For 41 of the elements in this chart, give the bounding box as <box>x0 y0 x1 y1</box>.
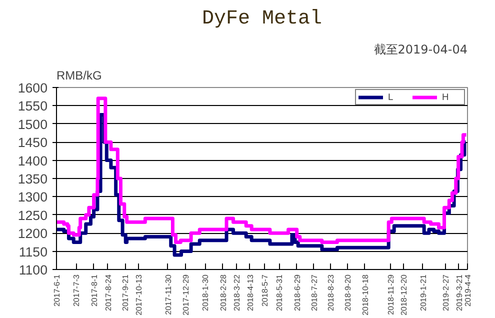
y-tick-label: 1500 <box>18 116 48 132</box>
y-axis-title: RMB/kG <box>56 68 102 82</box>
y-tick-label: 1450 <box>18 135 48 150</box>
x-tick-label: 2018-10-18 <box>360 274 370 316</box>
y-tick-label: 1550 <box>18 98 48 114</box>
legend-label: L <box>388 92 394 102</box>
legend-label: H <box>442 92 450 102</box>
x-tick-label: 2018-5-7 <box>260 274 270 307</box>
x-tick-label: 2018-2-28 <box>218 274 228 311</box>
x-tick-label: 2017-10-13 <box>134 274 144 316</box>
y-tick-label: 1200 <box>18 226 48 242</box>
y-tick-label: 1250 <box>18 208 48 223</box>
x-tick-label: 2018-11-29 <box>386 274 396 315</box>
y-tick-label: 1400 <box>18 153 48 168</box>
x-tick-label: 2019-4-4 <box>464 274 472 307</box>
x-tick-label: 2017-11-30 <box>164 274 173 315</box>
x-tick-label: 2017-7-3 <box>72 274 82 307</box>
x-tick-label: 2019-1-21 <box>418 274 428 311</box>
x-tick-label: 2019-2-27 <box>441 274 450 311</box>
x-tick-label: 2018-12-20 <box>399 274 408 316</box>
y-tick-label: 1150 <box>18 244 48 260</box>
x-tick-label: 2017-9-21 <box>121 274 130 311</box>
x-tick-label: 2017-8-24 <box>104 274 113 311</box>
x-tick-label: 2018-9-20 <box>344 274 353 311</box>
x-tick-label: 2017-12-29 <box>182 274 191 316</box>
x-tick-label: 2018-1-30 <box>201 274 210 311</box>
y-tick-label: 1300 <box>18 190 48 205</box>
x-tick-label: 2018-8-23 <box>326 274 336 311</box>
x-tick-label: 2018-7-27 <box>310 274 319 311</box>
y-tick-label: 1600 <box>18 80 48 96</box>
x-tick-label: 2019-3-21 <box>454 274 464 311</box>
x-tick-label: 2018-6-29 <box>292 274 302 311</box>
chart-subtitle: 截至2019-04-04 <box>374 42 468 56</box>
x-tick-label: 2017-8-1 <box>90 274 99 307</box>
x-tick-label: 2017-6-1 <box>52 274 62 307</box>
x-tick-label: 2018-5-31 <box>275 274 284 311</box>
x-tick-label: 2018-3-22 <box>232 274 242 311</box>
chart-title: DyFe Metal <box>202 8 322 30</box>
y-tick-label: 1350 <box>18 172 48 186</box>
y-tick-label: 1100 <box>18 262 48 278</box>
x-tick-label: 2018-4-13 <box>246 274 255 311</box>
